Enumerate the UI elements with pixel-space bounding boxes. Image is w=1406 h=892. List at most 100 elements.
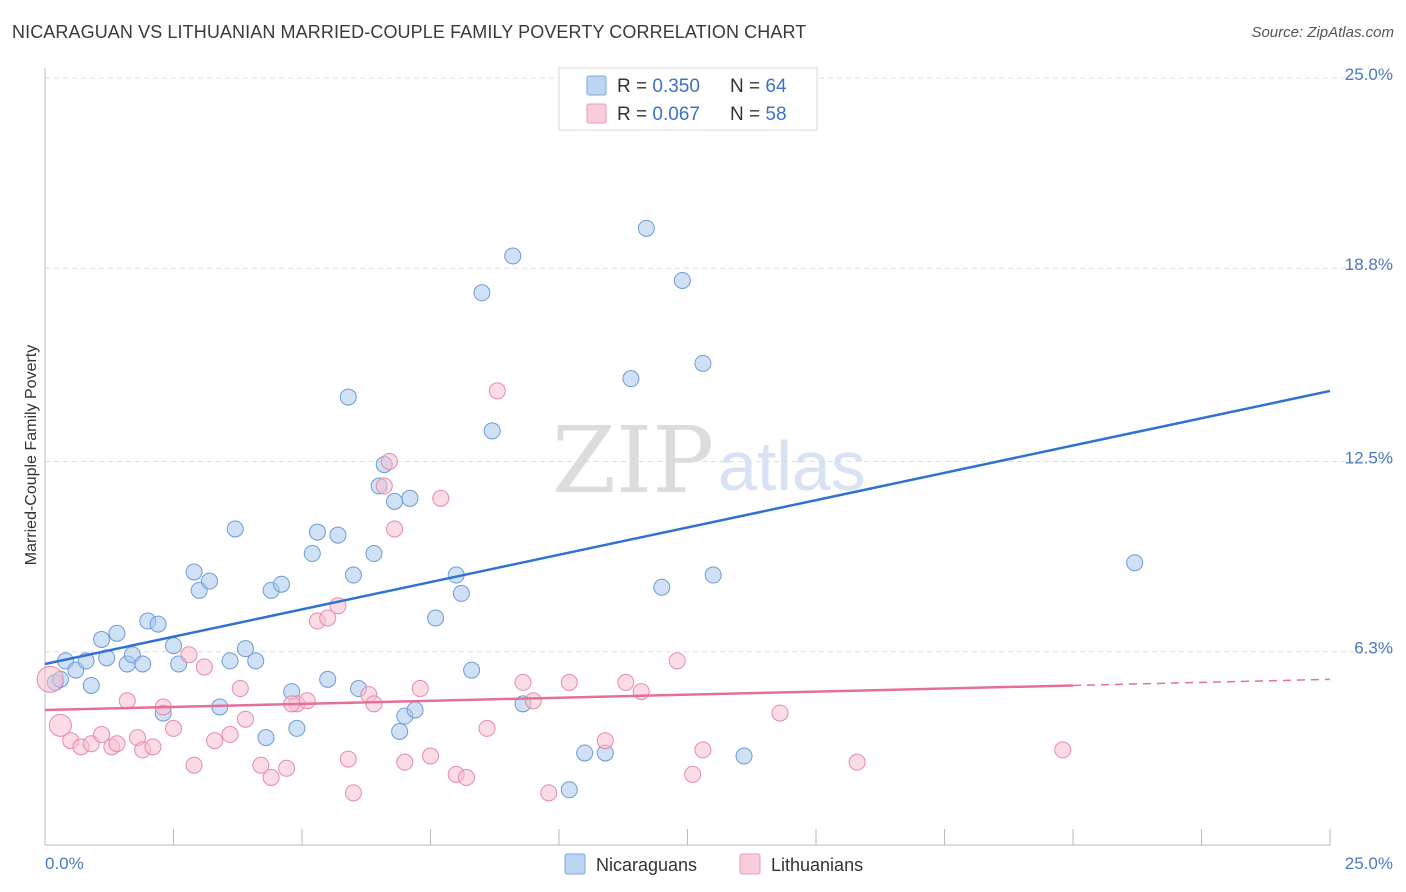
data-point (108, 624, 126, 642)
data-point (339, 750, 357, 768)
data-point (165, 637, 182, 655)
data-point (668, 652, 686, 670)
data-point (422, 747, 439, 765)
data-point (1054, 741, 1072, 759)
data-point (93, 726, 111, 744)
chart-title: NICARAGUAN VS LITHUANIAN MARRIED-COUPLE … (12, 22, 807, 42)
data-point (48, 713, 72, 737)
legend-swatch-nicaraguans (564, 853, 586, 875)
data-point (344, 566, 362, 584)
trend-line (44, 684, 1074, 712)
data-point (319, 670, 337, 688)
data-point (396, 753, 414, 771)
data-point (488, 382, 506, 400)
source-label: Source: ZipAtlas.com (1251, 24, 1394, 41)
data-point (262, 769, 280, 787)
data-point (653, 578, 671, 596)
data-point (427, 609, 445, 627)
data-point (257, 729, 275, 747)
data-point (386, 492, 404, 510)
data-point (206, 732, 224, 750)
n-value: 64 (765, 76, 787, 97)
data-point (457, 769, 475, 787)
stats-legend-swatch-lithuanians (586, 103, 607, 124)
data-point (308, 523, 326, 541)
data-point (278, 759, 296, 777)
data-point (252, 756, 270, 774)
trend-line (44, 389, 1331, 666)
data-point (298, 692, 316, 710)
trend-line-extension (1072, 678, 1331, 687)
data-point (149, 615, 167, 633)
grid-lines (45, 77, 1395, 653)
data-point (411, 680, 429, 698)
data-point (386, 520, 404, 538)
axes (44, 68, 1331, 846)
r-value: 0.350 (652, 76, 700, 97)
data-point (36, 665, 64, 693)
data-point (221, 726, 239, 744)
stats-legend-row-lithuanians: R = 0.067 N = 58 (617, 104, 787, 125)
stats-legend-row-nicaraguans: R = 0.350 N = 64 (617, 76, 787, 97)
data-point (406, 701, 424, 719)
r-value: 0.067 (652, 104, 700, 125)
series-lithuanians-points (36, 382, 1072, 802)
data-point (622, 370, 640, 388)
data-point (380, 453, 398, 470)
data-point (524, 692, 542, 710)
data-point (504, 247, 522, 265)
data-point (617, 673, 635, 691)
data-point (596, 732, 614, 750)
n-label: N = (730, 76, 765, 97)
data-point (195, 658, 213, 676)
data-point (180, 646, 198, 664)
data-point (771, 704, 789, 722)
tick-labels: 6.3% 12.5% 18.8% 25.0% 0.0% 25.0% (45, 65, 1393, 873)
watermark: ZIP atlas (552, 407, 866, 514)
data-point (134, 655, 152, 673)
data-point (560, 673, 578, 691)
data-point (365, 695, 383, 713)
data-point (452, 584, 470, 602)
y-tick-label: 18.8% (1345, 255, 1393, 274)
data-point (694, 354, 712, 372)
data-point (319, 609, 337, 627)
x-tick-label-min: 0.0% (45, 854, 84, 873)
bottom-legend: Nicaraguans Lithuanians (564, 853, 863, 875)
data-point (684, 765, 702, 783)
data-point (185, 756, 203, 774)
data-point (303, 545, 321, 563)
data-point (375, 477, 393, 495)
n-label: N = (730, 104, 765, 125)
data-point (514, 673, 532, 691)
data-point (637, 219, 655, 237)
data-point (108, 735, 126, 753)
watermark-atlas: atlas (718, 427, 866, 505)
y-tick-label: 25.0% (1345, 65, 1393, 84)
data-point (735, 747, 753, 765)
y-tick-label: 6.3% (1354, 639, 1393, 658)
data-point (694, 741, 712, 759)
data-point (401, 489, 419, 507)
data-point (632, 683, 650, 701)
data-point (118, 692, 136, 710)
data-point (236, 640, 254, 658)
trend-lines (44, 389, 1331, 712)
data-point (231, 680, 249, 698)
data-point (483, 422, 501, 440)
data-point (185, 563, 203, 581)
data-point (144, 738, 162, 756)
data-point (272, 575, 290, 593)
legend-label-lithuanians: Lithuanians (771, 855, 863, 875)
stats-legend-swatch-nicaraguans (586, 75, 607, 96)
legend-label-nicaraguans: Nicaraguans (596, 855, 697, 875)
data-point (848, 753, 866, 771)
data-point (704, 566, 722, 584)
data-point (344, 784, 362, 802)
watermark-zip: ZIP (552, 407, 714, 514)
legend-swatch-lithuanians (739, 853, 761, 875)
data-point (1126, 554, 1144, 572)
data-point (226, 520, 244, 538)
n-value: 58 (765, 104, 786, 125)
data-point (473, 284, 491, 302)
